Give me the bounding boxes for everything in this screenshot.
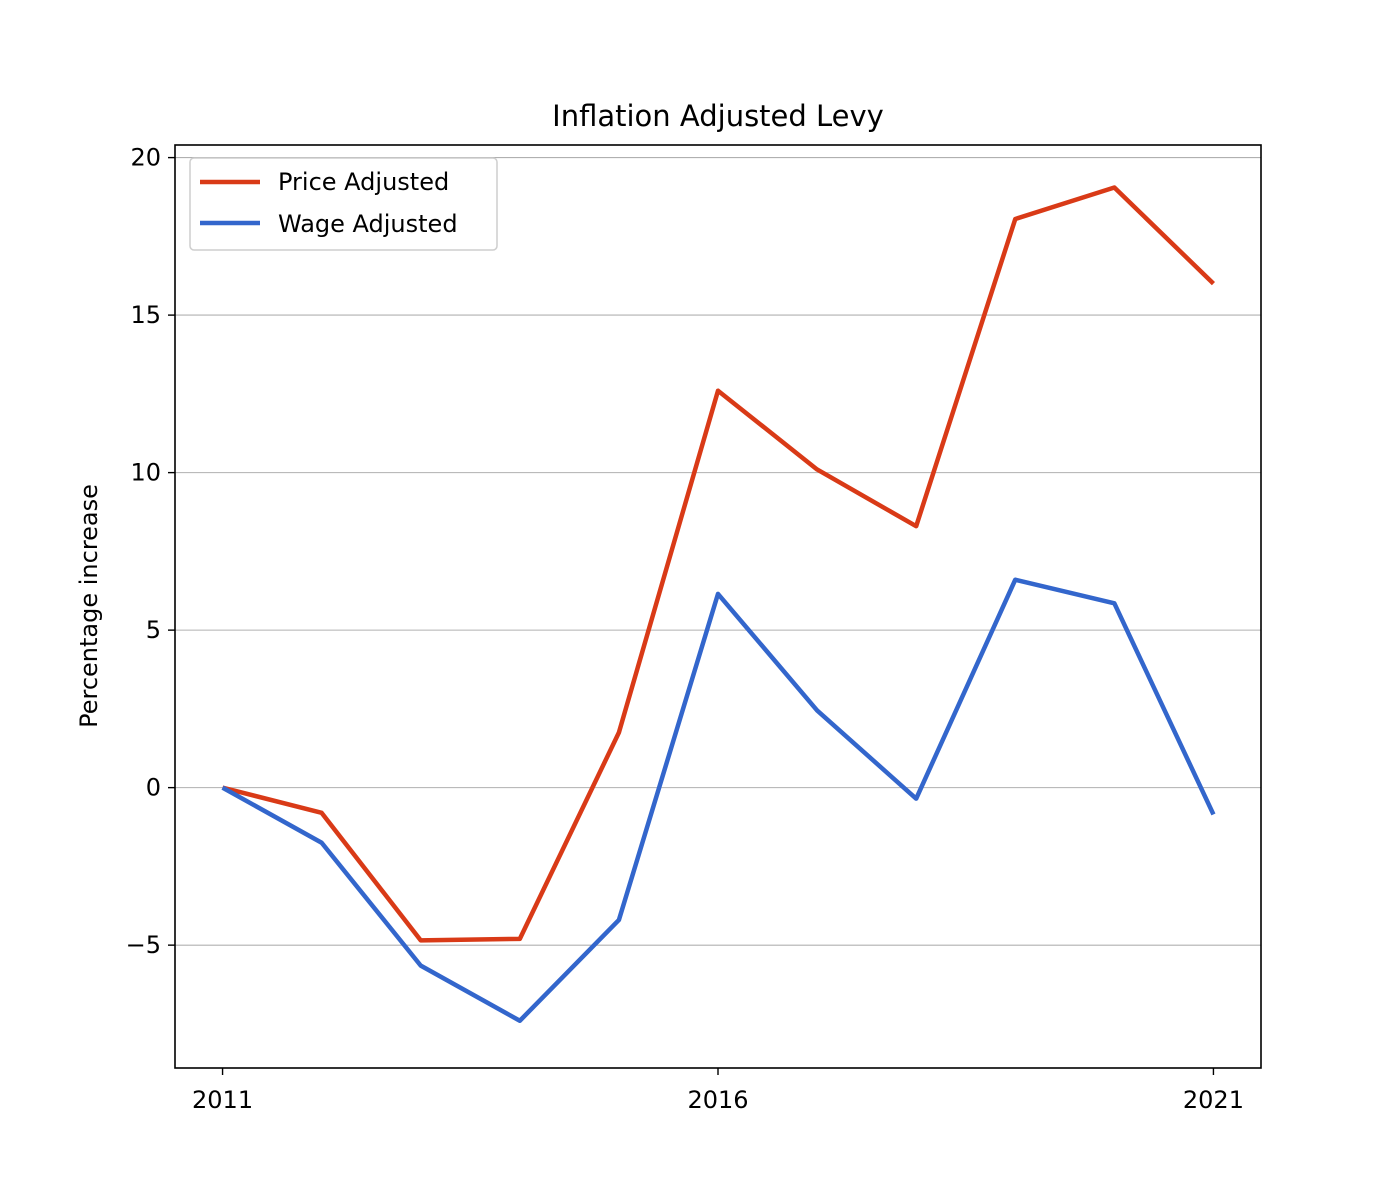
y-tick-label: 20 [130, 144, 161, 172]
legend-label-wage-adjusted: Wage Adjusted [278, 210, 458, 238]
x-axis: 2011 2016 2021 [192, 1068, 1244, 1114]
series-layer [221, 185, 1216, 1023]
grid-layer [175, 157, 1261, 946]
x-tick-label: 2011 [192, 1086, 253, 1114]
y-tick-label: 5 [146, 616, 161, 644]
series-line-wage-adjusted [221, 577, 1216, 1023]
series-line-price-adjusted [222, 185, 1216, 943]
legend-label-price-adjusted: Price Adjusted [278, 168, 449, 196]
plot-area-frame [174, 144, 1262, 1069]
y-tick-label: 0 [146, 774, 161, 802]
x-tick-label: 2021 [1183, 1086, 1244, 1114]
chart-title: Inflation Adjusted Levy [552, 99, 884, 133]
y-tick-label: 10 [130, 459, 161, 487]
legend-box [189, 157, 498, 251]
y-tick-label: 15 [130, 301, 161, 329]
y-axis: −5 0 5 10 15 20 [126, 144, 175, 959]
legend: Price Adjusted Wage Adjusted [189, 157, 498, 251]
y-tick-label: −5 [126, 931, 161, 959]
y-axis-label: Percentage increase [75, 484, 103, 728]
x-tick-label: 2016 [687, 1086, 748, 1114]
